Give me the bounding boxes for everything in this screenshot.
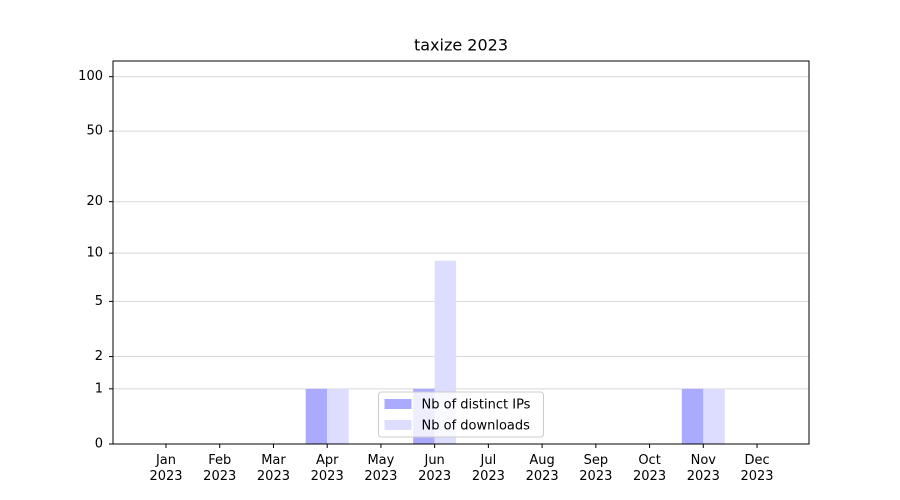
x-tick-label: Jan 2023 (149, 453, 183, 484)
legend-swatch (384, 399, 412, 409)
x-tick-label: Mar 2023 (256, 453, 290, 484)
x-tick-label: Jun 2023 (418, 453, 452, 484)
x-tick-label: Sep 2023 (579, 453, 613, 484)
legend-label: Nb of distinct IPs (422, 398, 531, 413)
bar (305, 388, 328, 444)
plot-frame (112, 60, 810, 445)
legend: Nb of distinct IPs Nb of downloads (378, 391, 544, 438)
legend-label: Nb of downloads (422, 419, 531, 434)
y-tick-label: 50 (86, 124, 103, 139)
x-tick-label: Apr 2023 (310, 453, 344, 484)
legend-swatch (384, 420, 412, 430)
y-tick-label: 0 (95, 437, 103, 452)
grid (113, 76, 809, 445)
y-tick-label: 5 (95, 294, 103, 309)
bar (327, 388, 349, 444)
x-tick-label: Nov 2023 (686, 453, 720, 484)
y-tick-label: 20 (86, 194, 103, 209)
x-tick-label: Aug 2023 (525, 453, 559, 484)
bar (703, 388, 725, 444)
x-tick-label: Feb 2023 (203, 453, 237, 484)
x-tick-label: Dec 2023 (740, 453, 774, 484)
x-tick-label: May 2023 (364, 453, 398, 484)
x-tick-label: Oct 2023 (633, 453, 667, 484)
legend-box (378, 391, 544, 438)
x-tick-label: Jul 2023 (471, 453, 505, 484)
y-tick-label: 1 (95, 381, 103, 396)
y-tick-label: 100 (78, 69, 103, 84)
chart-title: taxize 2023 (414, 36, 508, 55)
bar (681, 388, 704, 444)
y-tick-label: 2 (95, 349, 103, 364)
y-tick-label: 10 (86, 246, 103, 261)
